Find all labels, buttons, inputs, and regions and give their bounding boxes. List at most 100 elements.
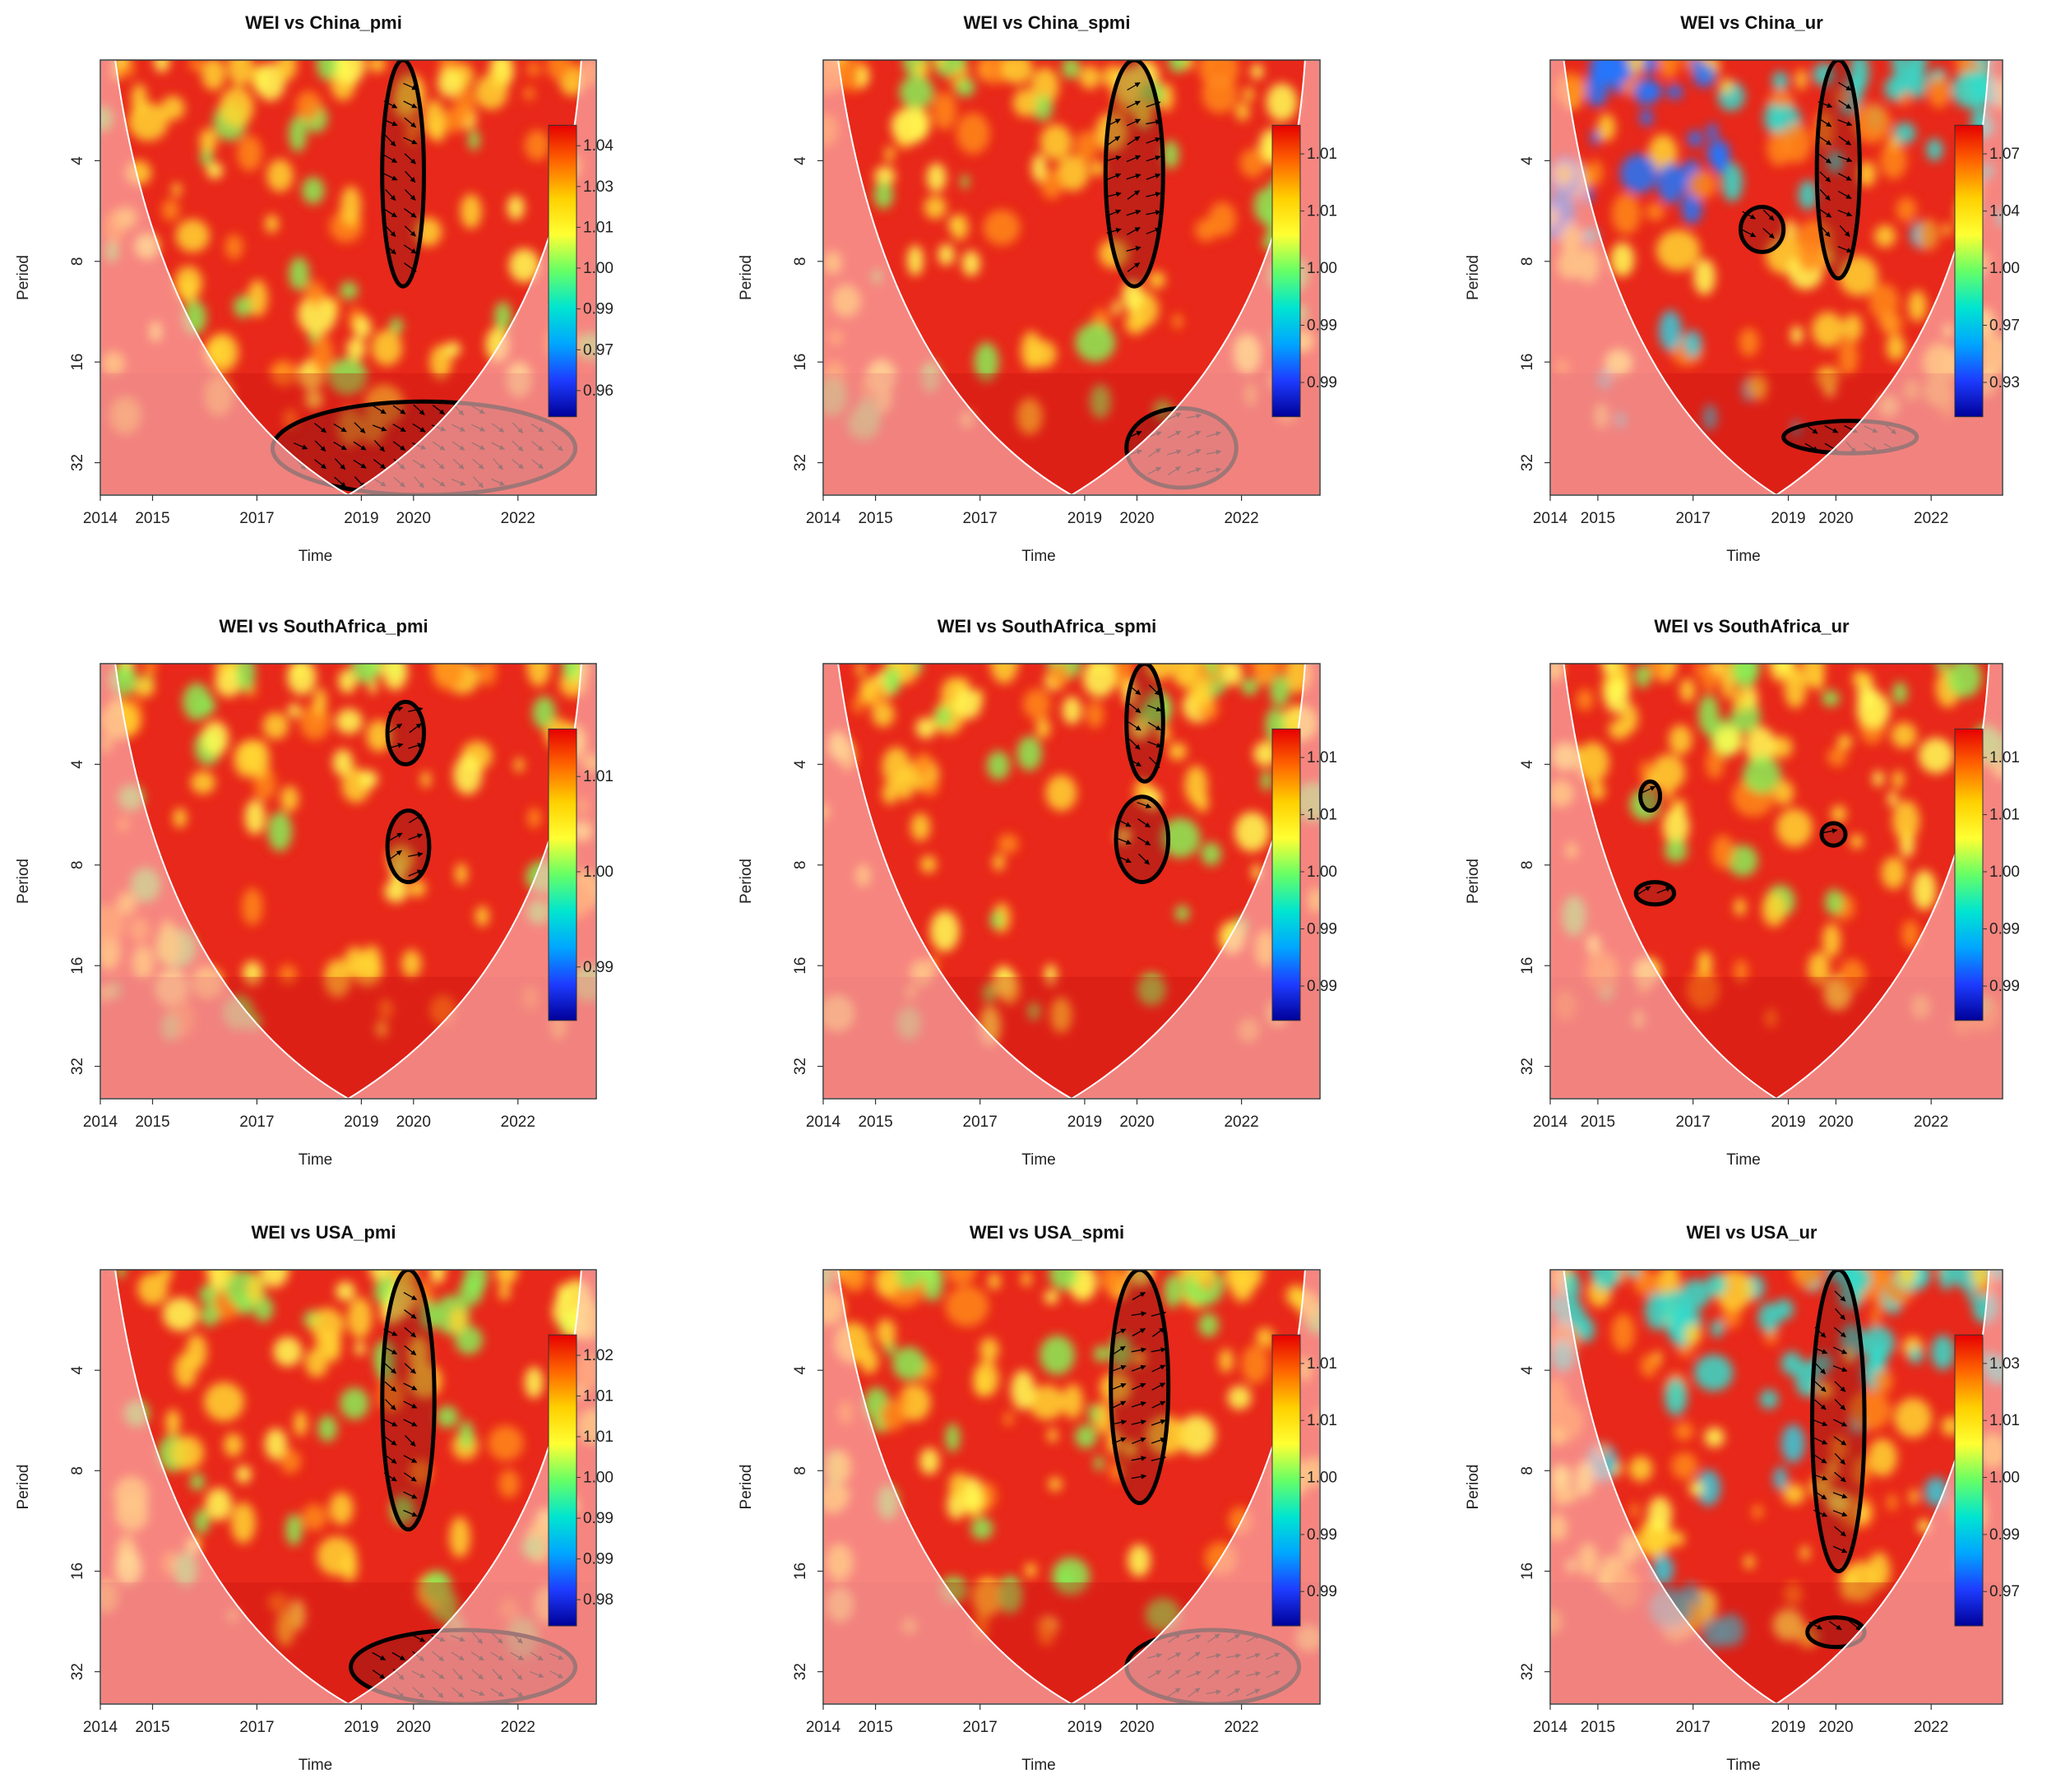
y-tick-label: 16: [792, 957, 809, 975]
colorbar-tick-label: 1.01: [1989, 749, 2020, 766]
x-tick-label: 2015: [135, 1719, 169, 1736]
significance-contour: [1103, 60, 1165, 289]
colorbar-tick-label: 0.99: [1307, 1583, 1337, 1600]
plot-frame: [1549, 663, 2003, 1100]
x-tick-label: 2017: [963, 1114, 998, 1131]
y-axis-label: Period: [1465, 255, 1482, 300]
colorbar-tick-label: 1.01: [1307, 203, 1337, 220]
phase-arrows: [1808, 1620, 1862, 1631]
significance-contour: [1819, 821, 1848, 848]
plot-frame: [822, 663, 1321, 1100]
y-axis-label: Period: [738, 1465, 755, 1510]
y-tick-label: 4: [69, 156, 86, 165]
x-tick-label: 2014: [1533, 1114, 1568, 1131]
plot-frame: [1549, 1269, 2003, 1705]
x-tick-label: 2020: [396, 1114, 431, 1131]
colorbar-tick-label: 1.01: [1307, 146, 1337, 163]
x-tick-label: 2019: [344, 1114, 378, 1131]
colorbar-tick-label: 1.00: [1989, 864, 2020, 881]
x-tick-label: 2015: [135, 1114, 169, 1131]
y-tick-label: 8: [792, 257, 809, 266]
x-tick-label: 2014: [1533, 510, 1568, 527]
x-tick-label: 2015: [858, 510, 892, 527]
phase-arrows: [1818, 81, 1853, 253]
x-tick-label: 2015: [135, 510, 169, 527]
cone-of-influence-left: [823, 60, 1074, 495]
plot-frame: [822, 59, 1321, 496]
colorbar-tick-label: 0.99: [1989, 978, 2020, 995]
x-tick-label: 2020: [396, 510, 431, 527]
x-tick-label: 2020: [1818, 510, 1853, 527]
panel-1: 1.04 1.03 1.01 1.00 0.99 0.97 0.96 2014 2015 2017…: [15, 12, 614, 565]
x-tick-label: 2020: [1818, 1719, 1853, 1736]
colorbar-tick-label: 1.00: [583, 1470, 614, 1487]
y-tick-label: 16: [69, 957, 86, 975]
y-axis-label: Period: [1465, 1465, 1482, 1510]
significance-contour: [1638, 779, 1663, 813]
phase-arrows: [1106, 81, 1161, 272]
x-axis-label: Time: [1021, 1757, 1056, 1774]
heatmap-area: [1550, 664, 2003, 1099]
x-tick-label: 2019: [344, 510, 378, 527]
x-tick-label: 2014: [83, 510, 118, 527]
colorbar-tick-label: 1.03: [583, 178, 614, 196]
x-tick-label: 2022: [1914, 510, 1948, 527]
x-axis-label: Time: [299, 1151, 333, 1169]
colorbar-tick-label: 1.04: [1989, 203, 2020, 220]
x-tick-label: 2019: [1067, 1719, 1102, 1736]
cone-of-influence-left: [823, 1270, 1074, 1704]
y-tick-label: 32: [792, 1663, 809, 1680]
y-tick-label: 16: [792, 354, 809, 371]
y-axis-label: Period: [1465, 859, 1482, 904]
colorbar: [1271, 1334, 1301, 1627]
x-tick-label: 2022: [1914, 1719, 1948, 1736]
y-tick-label: 8: [1519, 861, 1536, 870]
significance-contour: [385, 699, 426, 766]
heatmap-area: [100, 1270, 596, 1704]
cone-of-influence-left: [100, 60, 350, 495]
colorbar-tick-label: 0.99: [1307, 1526, 1337, 1544]
y-tick-label: 4: [1519, 760, 1536, 769]
x-tick-label: 2015: [1581, 510, 1615, 527]
colorbar-tick-label: 1.00: [1989, 1470, 2020, 1487]
y-tick-label: 4: [1519, 1365, 1536, 1374]
x-tick-label: 2020: [1119, 1114, 1154, 1131]
x-tick-label: 2017: [963, 1719, 998, 1736]
x-tick-label: 2022: [501, 1719, 535, 1736]
x-tick-label: 2015: [1581, 1114, 1615, 1131]
colorbar-tick-label: 0.97: [1989, 317, 2020, 335]
phase-arrows: [1637, 886, 1672, 895]
x-tick-label: 2015: [858, 1719, 892, 1736]
y-tick-label: 4: [792, 156, 809, 165]
heatmap-area: [1550, 1270, 2003, 1704]
panel-4: 1.01 1.00 0.99 2014 2015 2017 2019 2020 2022 4 8 16…: [15, 616, 614, 1169]
y-tick-label: 4: [792, 1365, 809, 1374]
y-tick-label: 16: [69, 1563, 86, 1580]
y-tick-label: 8: [1519, 257, 1536, 266]
panel-7: 1.02 1.01 1.01 1.00 0.99 0.99 0.98 2014 2015 2017…: [15, 1222, 614, 1774]
x-tick-label: 2020: [396, 1719, 431, 1736]
x-tick-label: 2015: [1581, 1719, 1615, 1736]
panel-8: 1.01 1.01 1.00 0.99 0.99 2014 2015 2017 2019 2020…: [738, 1222, 1337, 1774]
colorbar-tick-label: 1.03: [1989, 1355, 2020, 1373]
colorbar-tick-label: 1.01: [583, 1429, 614, 1446]
phase-arrows: [383, 82, 418, 272]
panel-title: WEI vs SouthAfrica_pmi: [219, 616, 428, 637]
panel-title: WEI vs China_ur: [1680, 12, 1823, 33]
significance-contour: [1633, 880, 1677, 907]
phase-arrows: [388, 814, 424, 877]
colorbar-tick-label: 0.96: [583, 382, 614, 400]
panel-title: WEI vs USA_ur: [1687, 1222, 1818, 1243]
y-tick-label: 4: [69, 760, 86, 769]
x-tick-label: 2017: [1676, 510, 1711, 527]
x-tick-label: 2022: [1224, 510, 1258, 527]
x-axis-label: Time: [299, 1757, 333, 1774]
colorbar-tick-label: 1.01: [1989, 1412, 2020, 1429]
x-tick-label: 2019: [1771, 1114, 1805, 1131]
x-axis-label: Time: [1021, 548, 1056, 565]
x-axis-label: Time: [299, 548, 333, 565]
heatmap-area: [823, 664, 1320, 1099]
panel-title: WEI vs China_pmi: [245, 12, 402, 33]
